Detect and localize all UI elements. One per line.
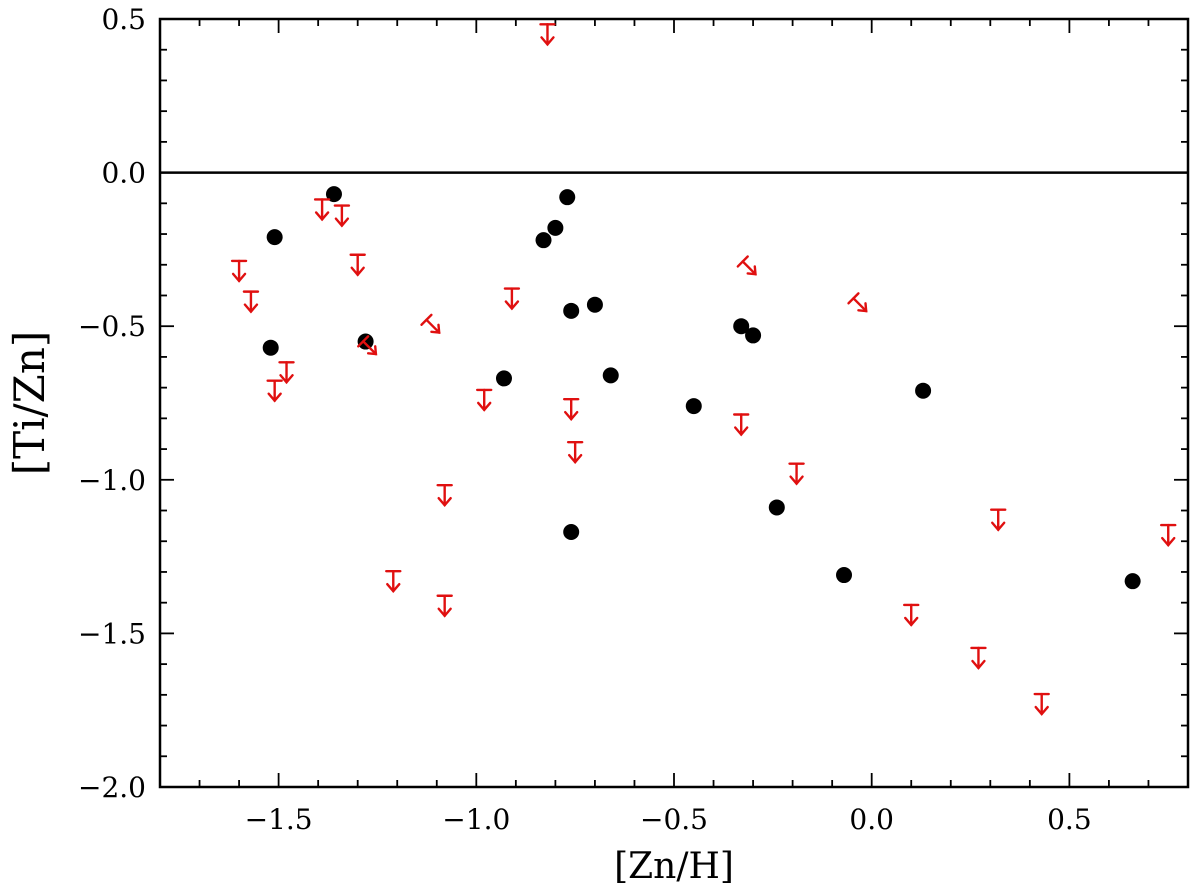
data-point <box>733 318 750 335</box>
upper-limit-arrow <box>503 287 521 311</box>
data-point <box>563 302 580 319</box>
data-point <box>1124 573 1141 590</box>
data-point <box>535 232 552 249</box>
tick-labels: −1.5 −1.0 −0.5 0.0 0.5 0.5 0.0 −0.5 −1.0 −1.5 −2.0 <box>78 3 1092 836</box>
x-tick-label: 0.5 <box>1047 803 1092 836</box>
axis-ticks <box>159 18 1189 788</box>
upper-limit-arrow <box>266 379 283 403</box>
upper-limit-arrow <box>476 388 493 412</box>
y-tick-label: −1.5 <box>78 617 146 650</box>
upper-limit-arrow <box>563 397 580 421</box>
data-point <box>563 524 580 541</box>
upper-limit-arrow <box>436 594 453 618</box>
upper-limit-arrow <box>242 290 260 314</box>
data-point <box>495 370 512 387</box>
tilted-limit-arrow <box>357 335 378 356</box>
data-point <box>266 229 283 246</box>
upper-limit-arrow <box>230 259 248 283</box>
x-tick-label: −1.0 <box>442 803 510 836</box>
data-point <box>357 333 374 350</box>
y-tick-label: 0.0 <box>101 157 146 190</box>
upper-limit-arrow <box>333 204 351 228</box>
data-point <box>836 567 853 584</box>
upper-limit-arrow <box>566 440 584 464</box>
data-point <box>602 367 619 384</box>
x-tick-label: −1.5 <box>245 803 313 836</box>
y-tick-label: −0.5 <box>78 310 146 343</box>
tilted-limit-arrow <box>736 255 757 276</box>
upper-limit-arrow <box>385 569 402 594</box>
upper-limit-arrow <box>733 413 750 437</box>
plot-frame <box>158 17 1190 789</box>
data-point <box>325 186 342 203</box>
data-point <box>685 398 702 415</box>
data-point <box>768 499 785 516</box>
upper-limit-arrow <box>788 462 805 486</box>
upper-limit-arrow <box>1033 692 1050 716</box>
upper-limit-arrow <box>436 483 453 508</box>
upper-limit-arrow <box>349 253 366 277</box>
tilted-limit-arrow <box>847 292 868 313</box>
tilted-limit-arrow <box>420 313 441 334</box>
data-point <box>586 296 603 313</box>
data-marks <box>230 23 1177 716</box>
x-tick-label: −0.5 <box>640 803 708 836</box>
upper-limit-arrow <box>278 361 295 385</box>
upper-limit-arrow <box>313 198 331 222</box>
upper-limit-arrow <box>990 508 1007 532</box>
x-tick-label: 0.0 <box>849 803 894 836</box>
data-point <box>745 327 762 344</box>
data-point <box>547 219 564 236</box>
data-point <box>262 339 279 356</box>
upper-limit-arrow <box>539 23 556 47</box>
y-tick-label: −1.0 <box>78 464 146 497</box>
upper-limit-arrow <box>970 646 987 670</box>
data-point <box>559 189 576 206</box>
data-point <box>915 382 932 399</box>
upper-limit-arrow <box>903 603 920 627</box>
y-axis-label: [Ti/Zn] <box>5 331 54 476</box>
y-tick-label: 0.5 <box>101 3 146 36</box>
x-axis-label: [Zn/H] <box>614 846 734 887</box>
upper-limit-arrow <box>1160 523 1177 547</box>
y-tick-label: −2.0 <box>78 771 146 804</box>
